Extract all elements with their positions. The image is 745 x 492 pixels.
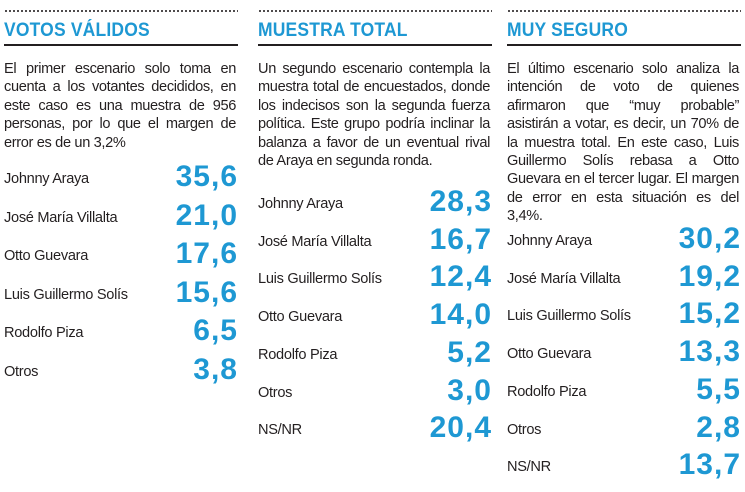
column-muestra-total: MUESTRA TOTAL Un segundo escenario conte… (254, 0, 492, 492)
result-row: Johnny Araya 28,3 (258, 185, 492, 217)
column-title: MUY SEGURO (507, 20, 628, 41)
candidate-name: Otto Guevara (507, 346, 592, 363)
vote-percentage: 16,7 (429, 222, 492, 256)
vote-percentage: 30,2 (678, 222, 741, 255)
candidate-name: Rodolfo Piza (4, 325, 84, 342)
candidate-name: NS/NR (507, 459, 551, 476)
title-underline (258, 44, 492, 46)
column-title: MUESTRA TOTAL (258, 20, 408, 41)
result-row: Luis Guillermo Solís 12,4 (258, 260, 492, 292)
candidate-name: José María Villalta (507, 270, 621, 287)
candidate-name: Johnny Araya (258, 196, 343, 212)
vote-percentage: 13,7 (678, 448, 741, 482)
result-row: José María Villalta 19,2 (507, 260, 741, 292)
column-description: El último escenario solo analiza la inte… (507, 61, 739, 225)
vote-percentage: 21,0 (175, 198, 238, 232)
result-row: Rodolfo Piza 6,5 (4, 314, 238, 346)
candidate-name: Otros (258, 384, 293, 401)
result-row: Rodolfo Piza 5,2 (258, 336, 492, 368)
vote-percentage: 15,2 (678, 297, 741, 331)
vote-percentage: 35,6 (175, 160, 238, 193)
vote-percentage: 17,6 (175, 237, 238, 271)
dotted-divider (507, 9, 741, 13)
candidate-name: Otto Guevara (258, 309, 343, 326)
result-row: José María Villalta 21,0 (4, 199, 238, 231)
vote-percentage: 28,3 (429, 185, 492, 218)
vote-percentage: 19,2 (678, 259, 741, 293)
dotted-divider (4, 9, 238, 13)
vote-percentage: 12,4 (429, 260, 492, 294)
result-row: José María Villalta 16,7 (258, 223, 492, 255)
column-muy-seguro: MUY SEGURO El último escenario solo anal… (503, 0, 741, 492)
result-row: Otros 3,8 (4, 353, 238, 385)
result-row: Otros 2,8 (507, 411, 741, 443)
result-row: Otto Guevara 14,0 (258, 298, 492, 330)
vote-percentage: 20,4 (429, 411, 492, 445)
candidate-name: Johnny Araya (507, 233, 592, 249)
candidate-name: Luis Guillermo Solís (258, 271, 382, 288)
column-votos-validos: VOTOS VÁLIDOS El primer escenario solo t… (0, 0, 238, 492)
result-row: Otros 3,0 (258, 374, 492, 406)
vote-percentage: 6,5 (193, 314, 238, 348)
candidate-name: José María Villalta (258, 233, 372, 250)
candidate-name: Rodolfo Piza (258, 346, 338, 363)
result-row: Rodolfo Piza 5,5 (507, 373, 741, 405)
result-row: Otto Guevara 17,6 (4, 237, 238, 269)
result-row: Johnny Araya 30,2 (507, 222, 741, 254)
title-underline (4, 44, 238, 46)
dotted-divider (258, 9, 492, 13)
candidate-name: Johnny Araya (4, 171, 89, 187)
vote-percentage: 5,5 (696, 372, 741, 406)
candidate-name: Otros (507, 421, 542, 438)
candidate-name: Luis Guillermo Solís (4, 286, 128, 303)
result-row: NS/NR 13,7 (507, 448, 741, 480)
result-row: Luis Guillermo Solís 15,6 (4, 276, 238, 308)
vote-percentage: 2,8 (696, 410, 741, 444)
candidate-name: NS/NR (258, 422, 302, 439)
vote-percentage: 3,8 (193, 353, 238, 386)
result-row: Johnny Araya 35,6 (4, 160, 238, 192)
column-description: El primer escenario solo toma en cuenta … (4, 61, 236, 151)
vote-percentage: 15,6 (175, 275, 238, 309)
result-row: Luis Guillermo Solís 15,2 (507, 297, 741, 329)
result-row: NS/NR 20,4 (258, 411, 492, 443)
candidate-name: Otros (4, 364, 39, 380)
candidate-name: José María Villalta (4, 209, 118, 226)
vote-percentage: 14,0 (429, 298, 492, 332)
candidate-name: Luis Guillermo Solís (507, 308, 631, 325)
candidate-name: Otto Guevara (4, 248, 89, 265)
vote-percentage: 5,2 (447, 335, 492, 369)
vote-percentage: 13,3 (678, 335, 741, 369)
column-description: Un segundo escenario contempla la muestr… (258, 61, 490, 170)
result-row: Otto Guevara 13,3 (507, 335, 741, 367)
title-underline (507, 44, 741, 46)
vote-percentage: 3,0 (447, 373, 492, 407)
column-title: VOTOS VÁLIDOS (4, 20, 150, 41)
candidate-name: Rodolfo Piza (507, 383, 587, 400)
